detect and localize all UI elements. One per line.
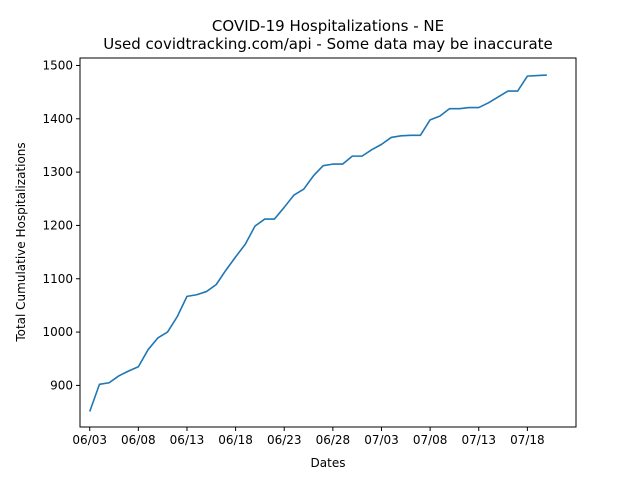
y-tick-label: 1100	[42, 272, 73, 286]
axes-frame	[79, 57, 577, 428]
x-tick-label: 06/18	[218, 433, 253, 447]
x-tick-label: 06/28	[316, 433, 351, 447]
x-tick-label: 06/13	[170, 433, 205, 447]
x-axis-label: Dates	[311, 456, 346, 470]
y-axis-label: Total Cumulative Hospitalizations	[14, 142, 28, 342]
y-tick-label: 1300	[42, 165, 73, 179]
y-axis: 900 1000 1100 1200 1300 1400 1500	[42, 58, 80, 392]
plot-area	[88, 74, 547, 412]
x-tick-label: 06/03	[72, 433, 107, 447]
x-tick-label: 07/03	[364, 433, 399, 447]
x-tick-label: 07/18	[510, 433, 545, 447]
y-tick-label: 1200	[42, 218, 73, 232]
x-tick-label: 06/23	[267, 433, 302, 447]
series-line	[88, 74, 547, 412]
y-tick-label: 1400	[42, 112, 73, 126]
x-tick-label: 07/13	[461, 433, 496, 447]
chart-title: COVID-19 Hospitalizations - NE	[212, 17, 444, 35]
y-tick-label: 900	[50, 378, 73, 392]
x-axis: 06/03 06/08 06/13 06/18 06/23 06/28 07/03 07/08…	[72, 427, 545, 447]
x-tick-label: 06/08	[121, 433, 156, 447]
x-tick-label: 07/08	[413, 433, 448, 447]
chart-subtitle: Used covidtracking.com/api - Some data m…	[103, 35, 553, 53]
y-tick-label: 1500	[42, 58, 73, 72]
y-tick-label: 1000	[42, 325, 73, 339]
